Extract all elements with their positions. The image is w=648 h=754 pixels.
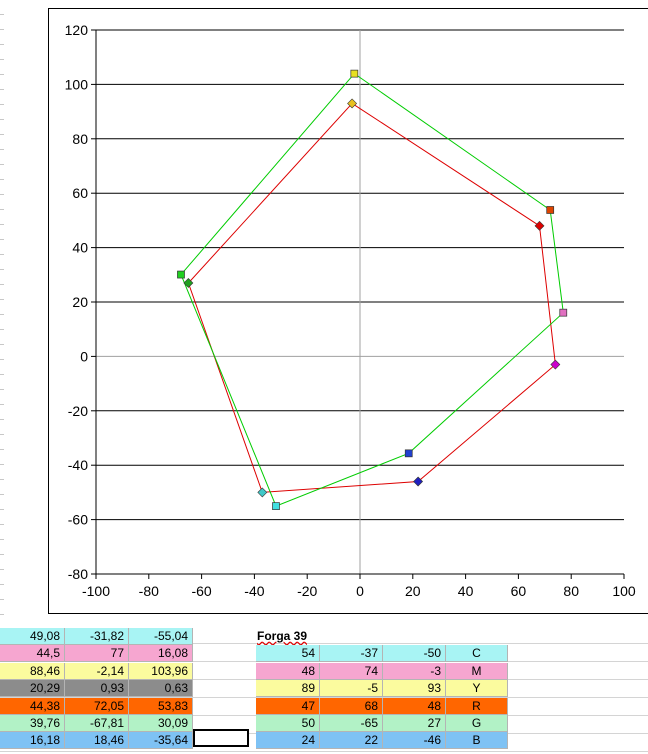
- table-cell[interactable]: 39,76: [0, 715, 65, 732]
- y-tick-label: 0: [80, 348, 88, 364]
- series-2-point: [272, 502, 280, 510]
- table-cell[interactable]: Y: [446, 680, 508, 698]
- series-1-point: [413, 476, 424, 487]
- y-tick-label: -60: [68, 512, 88, 528]
- series-2-point: [546, 206, 555, 214]
- y-tick-label: -40: [68, 457, 88, 473]
- chart-area[interactable]: 120 100 80 60 40 20 0 -20 -40 -60 -80 -100 -80 -60 -40…: [48, 8, 648, 614]
- table-cell[interactable]: 77: [65, 645, 129, 663]
- table-cell[interactable]: 24: [256, 732, 320, 750]
- table-cell[interactable]: 16,18: [0, 732, 65, 750]
- table-cell[interactable]: C: [446, 645, 508, 663]
- table-cell[interactable]: 16,08: [129, 645, 193, 663]
- table-cell[interactable]: -35,64: [129, 732, 193, 750]
- table-cell[interactable]: M: [446, 662, 508, 680]
- table-cell[interactable]: -37: [320, 645, 383, 663]
- table-cell[interactable]: 50: [256, 715, 320, 732]
- series-2-point: [404, 449, 413, 458]
- series-1-point: [534, 220, 545, 231]
- table-cell[interactable]: 103,96: [129, 662, 193, 680]
- table-cell[interactable]: 93: [383, 680, 446, 698]
- series-2-point: [177, 270, 185, 279]
- series-1-point: [257, 487, 268, 498]
- table-cell[interactable]: 22: [320, 732, 383, 750]
- table-cell[interactable]: -5: [320, 680, 383, 698]
- table-cell[interactable]: 72,05: [65, 697, 129, 715]
- series-1-point: [347, 98, 358, 109]
- x-tick-label: 20: [405, 583, 421, 599]
- table-cell[interactable]: -67,81: [65, 715, 129, 732]
- x-tick-label: 0: [356, 583, 364, 599]
- table-cell[interactable]: 89: [256, 680, 320, 698]
- table-cell[interactable]: 18,46: [65, 732, 129, 750]
- table-cell[interactable]: 74: [320, 662, 383, 680]
- table-cell[interactable]: 44,5: [0, 645, 65, 663]
- y-tick-label: -80: [68, 566, 88, 582]
- table-cell[interactable]: 30,09: [129, 715, 193, 732]
- table-cell[interactable]: 27: [383, 715, 446, 732]
- table-cell[interactable]: 48: [256, 662, 320, 680]
- active-cell-cursor[interactable]: [193, 729, 249, 747]
- x-tick-label: -100: [82, 583, 110, 599]
- table-cell[interactable]: 53,83: [129, 697, 193, 715]
- y-tick-label: 100: [65, 76, 89, 92]
- table-cell[interactable]: -2,14: [65, 662, 129, 680]
- table-cell[interactable]: G: [446, 715, 508, 732]
- x-tick-label: -60: [191, 583, 211, 599]
- series-1-point: [183, 278, 194, 288]
- y-tick-label: -20: [68, 403, 88, 419]
- table-cell[interactable]: -3: [383, 662, 446, 680]
- table-cell[interactable]: 48: [383, 697, 446, 715]
- x-tick-label: -80: [139, 583, 159, 599]
- table-cell[interactable]: -46: [383, 732, 446, 750]
- x-tick-label: 80: [563, 583, 579, 599]
- x-tick-label: 60: [511, 583, 527, 599]
- table-cell[interactable]: 0,93: [65, 680, 129, 698]
- y-tick-label: 80: [72, 131, 88, 147]
- table-cell[interactable]: 88,46: [0, 662, 65, 680]
- table-cell[interactable]: 54: [256, 645, 320, 663]
- series-2-point: [350, 69, 359, 78]
- table-cell[interactable]: 0,63: [129, 680, 193, 698]
- y-tick-label: 60: [72, 185, 88, 201]
- y-tick-label: 120: [65, 22, 89, 38]
- series-1-line: [187, 102, 556, 493]
- x-tick-label: 100: [612, 583, 636, 599]
- x-tick-label: 40: [458, 583, 474, 599]
- table-cell[interactable]: 49,08: [0, 628, 65, 645]
- table-cell[interactable]: 47: [256, 697, 320, 715]
- series-1-point: [550, 359, 561, 370]
- y-tick-label: 40: [72, 240, 88, 256]
- table-cell[interactable]: B: [446, 732, 508, 750]
- table-cell[interactable]: R: [446, 697, 508, 715]
- sheet-edge: [0, 0, 4, 626]
- table-title: Forga 39: [257, 629, 308, 643]
- x-tick-label: -20: [297, 583, 317, 599]
- series-2-point: [559, 308, 568, 317]
- table-cell[interactable]: 20,29: [0, 680, 65, 698]
- table-cell[interactable]: 68: [320, 697, 383, 715]
- table-cell[interactable]: -65: [320, 715, 383, 732]
- table-cell[interactable]: -55,04: [129, 628, 193, 645]
- table-cell[interactable]: 44,38: [0, 697, 65, 715]
- table-cell[interactable]: -31,82: [65, 628, 129, 645]
- x-tick-label: -40: [244, 583, 264, 599]
- y-tick-label: 20: [72, 294, 88, 310]
- table-cell[interactable]: -50: [383, 645, 446, 663]
